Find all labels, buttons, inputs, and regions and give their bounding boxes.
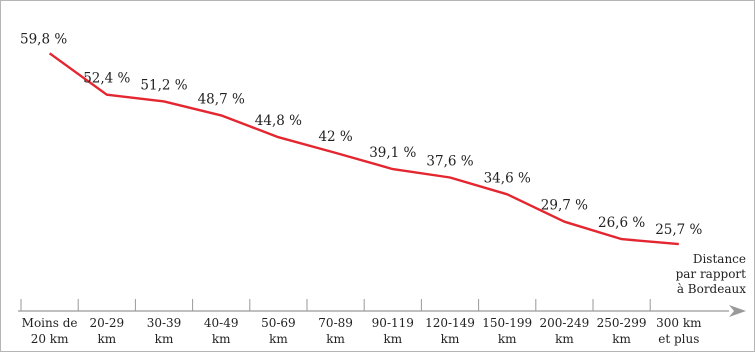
data-label: 26,6 % — [598, 215, 645, 231]
data-label: 39,1 % — [369, 145, 416, 161]
x-tick-label: Moins de 20 km — [22, 316, 78, 346]
x-tick-labels: Moins de 20 km 20-29 km 30-39 km 40-49 km 50-69 k… — [22, 316, 702, 346]
data-label: 51,2 % — [140, 77, 187, 93]
data-label: 37,6 % — [426, 154, 473, 170]
x-axis-arrow-icon — [729, 305, 746, 317]
x-tick-label: 20-29 km — [90, 316, 125, 346]
x-tick-label: 250-299 km — [597, 316, 647, 346]
x-axis-title-text: Distance par rapport à Bordeaux — [676, 252, 747, 296]
data-label: 34,6 % — [484, 170, 531, 186]
data-labels: 59,8 % 52,4 % 51,2 % 48,7 % 44,8 % 42 % 39,1 %… — [20, 31, 703, 238]
x-tick-label: 50-69 km — [261, 316, 296, 346]
x-tick-label: 30-39 km — [147, 316, 182, 346]
x-tick-label: 150-199 km — [482, 316, 532, 346]
data-label: 25,7 % — [655, 222, 702, 238]
data-label: 44,8 % — [255, 113, 302, 129]
x-tick-label: 40-49 km — [204, 316, 239, 346]
data-label: 59,8 % — [20, 31, 67, 47]
data-label: 52,4 % — [83, 71, 130, 87]
x-tick-label: 120-149 km — [425, 316, 475, 346]
data-label: 29,7 % — [541, 198, 588, 214]
x-axis-title: Distance par rapport à Bordeaux — [676, 252, 747, 296]
x-tick-label: 70-89 km — [318, 316, 353, 346]
x-tick-label: 300 km et plus — [656, 316, 702, 346]
x-tick-label: 200-249 km — [539, 316, 589, 346]
series-line-layer — [48, 52, 679, 246]
x-tick-label: 90-119 km — [372, 316, 414, 346]
x-axis — [18, 299, 746, 317]
data-label: 48,7 % — [198, 91, 245, 107]
series-line — [48, 52, 679, 246]
data-label: 42 % — [318, 129, 352, 145]
